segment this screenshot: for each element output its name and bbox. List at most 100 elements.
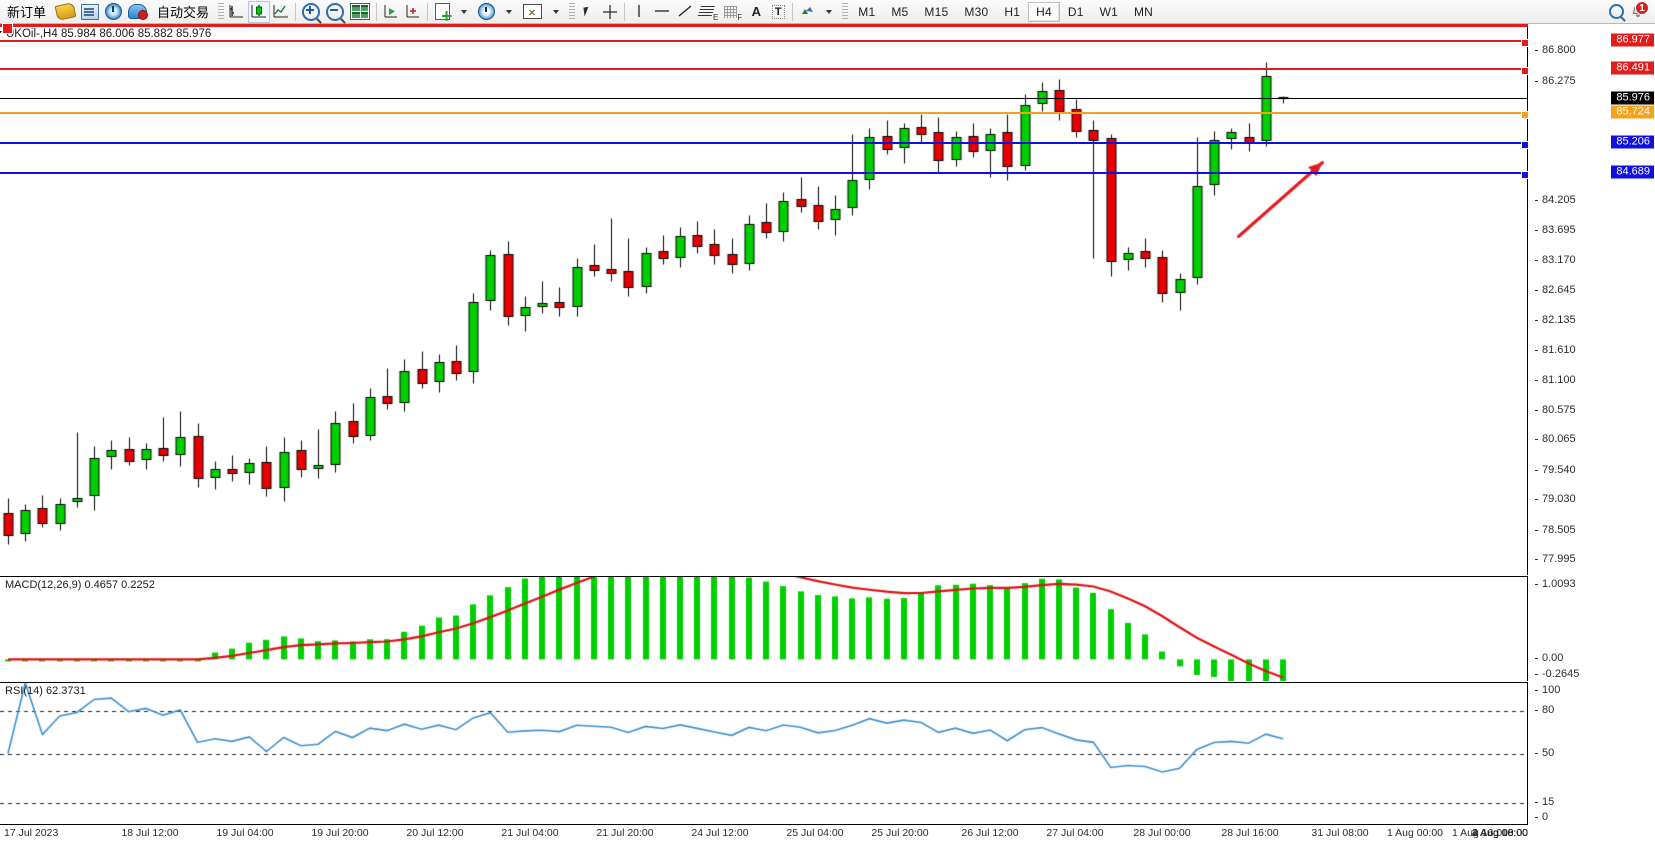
price-tick: 81.610: [1535, 344, 1655, 356]
zoom-in-icon[interactable]: [299, 1, 323, 23]
price-tick: 80.065: [1535, 433, 1655, 445]
wallet-icon[interactable]: [53, 1, 78, 23]
price-label-support-lower: 84.689: [1611, 165, 1654, 179]
crosshair-icon[interactable]: [599, 1, 621, 23]
symbol-dropdown-icon[interactable]: [0, 31, 2, 36]
notification-bell-icon[interactable]: 1: [1627, 1, 1649, 23]
indicators-icon[interactable]: [520, 1, 545, 23]
vertical-line-icon[interactable]: [628, 1, 650, 23]
text-label-icon[interactable]: A: [751, 4, 761, 19]
price-tick: 82.135: [1535, 314, 1655, 326]
level-line-support-upper[interactable]: [0, 141, 1529, 150]
shapes-dropdown-icon[interactable]: [818, 1, 840, 23]
new-order-button[interactable]: 新订单: [0, 1, 53, 23]
search-icon[interactable]: [1605, 1, 1627, 23]
timeframe-h4[interactable]: H4: [1028, 1, 1060, 22]
price-tick: 86.275: [1535, 75, 1655, 87]
level-handle[interactable]: [1521, 67, 1529, 76]
auto-scroll-icon[interactable]: [402, 1, 424, 23]
candlestick-chart-icon[interactable]: [248, 0, 271, 23]
price-tick: 83.170: [1535, 254, 1655, 266]
text-icon[interactable]: T: [767, 1, 789, 23]
price-tick: 84.205: [1535, 194, 1655, 206]
timeframe-icon[interactable]: [475, 1, 498, 23]
rsi-tick: 80: [1535, 704, 1655, 716]
price-tick: 86.800: [1535, 44, 1655, 56]
indicators-dropdown-icon[interactable]: [545, 1, 567, 23]
price-label-support-upper: 85.206: [1611, 135, 1654, 149]
rsi-tick: 100: [1535, 684, 1655, 696]
gann-grid-icon[interactable]: F: [721, 1, 745, 23]
cursor-icon[interactable]: [577, 1, 599, 23]
navigator-icon[interactable]: [102, 1, 125, 23]
price-tick: 79.540: [1535, 464, 1655, 476]
timeframe-mn[interactable]: MN: [1133, 4, 1154, 19]
level-handle[interactable]: [1521, 171, 1529, 180]
timeframe-m15[interactable]: M15: [924, 4, 949, 19]
rsi-panel[interactable]: RSI(14) 62.3731 100 80 50 15 0: [0, 682, 1655, 824]
macd-title: MACD(12,26,9) 0.4657 0.2252: [5, 579, 155, 591]
price-label-pivot-line: 85.724: [1611, 105, 1654, 119]
zoom-out-icon[interactable]: [323, 1, 347, 23]
timeframe-group: M1 M5 M15 M30 H1 H4 D1 W1 MN: [850, 1, 1161, 22]
trendline-icon[interactable]: [674, 1, 696, 23]
timeframe-dropdown-icon[interactable]: [498, 1, 520, 23]
time-label: 31 Jul 08:00: [1311, 827, 1369, 839]
horizontal-line-icon[interactable]: [650, 1, 674, 23]
time-label: 20 Jul 12:00: [406, 827, 464, 839]
time-axis[interactable]: 17 Jul 2023 18 Jul 12:00 19 Jul 04:00 19 Ju…: [0, 824, 1528, 843]
timeframe-h1[interactable]: H1: [1004, 4, 1021, 19]
time-label: 26 Jul 12:00: [961, 827, 1019, 839]
level-line-resistance-upper[interactable]: [0, 39, 1529, 48]
level-line-support-lower[interactable]: [0, 171, 1529, 180]
toolbar-grip-3[interactable]: [842, 2, 849, 21]
shapes-icon[interactable]: [796, 1, 818, 23]
price-panel[interactable]: UKOil-,H4 85.984 86.006 85.882 85.976 86…: [0, 23, 1655, 575]
autotrading-button[interactable]: 自动交易: [150, 1, 216, 23]
fibonacci-icon[interactable]: E: [696, 1, 721, 23]
autotrading-icon[interactable]: [125, 1, 150, 23]
level-line-current-price[interactable]: [0, 97, 1528, 99]
macd-tick: 1.0093: [1535, 578, 1655, 590]
timeframe-d1[interactable]: D1: [1067, 4, 1084, 19]
chart-top-border: [0, 24, 1528, 27]
candlestick-plot[interactable]: [0, 24, 1655, 575]
timeframe-m1[interactable]: M1: [858, 4, 876, 19]
tile-windows-icon[interactable]: [347, 1, 373, 23]
macd-panel[interactable]: MACD(12,26,9) 0.4657 0.2252 1.0093 0.00 -0…: [0, 576, 1655, 681]
price-tick: 79.030: [1535, 493, 1655, 505]
time-label: 24 Jul 12:00: [691, 827, 749, 839]
level-line-pivot-line[interactable]: [0, 111, 1529, 120]
rsi-tick: 50: [1535, 747, 1655, 759]
market-watch-icon[interactable]: [78, 1, 102, 23]
macd-top-border: [0, 576, 1528, 577]
chart-flag-icon: [2, 23, 13, 34]
time-label: 19 Jul 04:00: [216, 827, 274, 839]
timeframe-m30[interactable]: M30: [964, 4, 989, 19]
toolbar-grip-2[interactable]: [569, 2, 576, 21]
chart-area[interactable]: UKOil-,H4 85.984 86.006 85.882 85.976 86…: [0, 23, 1655, 843]
line-chart-icon[interactable]: [270, 1, 292, 23]
macd-tick: 0.00: [1535, 652, 1655, 664]
new-chart-icon[interactable]: [431, 1, 453, 23]
price-tick: 81.100: [1535, 374, 1655, 386]
macd-canvas: [0, 577, 1528, 681]
level-handle[interactable]: [1521, 141, 1529, 150]
shift-end-icon[interactable]: [380, 1, 402, 23]
price-tick: 78.505: [1535, 524, 1655, 536]
time-label: 28 Jul 16:00: [1221, 827, 1279, 839]
level-handle[interactable]: [1521, 111, 1529, 120]
toolbar-grip-1[interactable]: [218, 2, 225, 21]
price-canvas: [0, 24, 1528, 575]
timeframe-w1[interactable]: W1: [1099, 4, 1118, 19]
level-handle[interactable]: [1521, 39, 1529, 48]
bar-chart-icon[interactable]: [226, 1, 248, 23]
price-label-current-price: 85.976: [1611, 91, 1654, 105]
rsi-top-border: [0, 682, 1528, 683]
price-label-resistance-lower: 86.491: [1611, 61, 1654, 75]
level-line-resistance-lower[interactable]: [0, 67, 1529, 76]
rsi-axis: 100 80 50 15 0: [1527, 682, 1655, 824]
timeframe-m5[interactable]: M5: [891, 4, 909, 19]
time-label: 25 Jul 20:00: [871, 827, 929, 839]
new-chart-dropdown-icon[interactable]: [453, 1, 475, 23]
